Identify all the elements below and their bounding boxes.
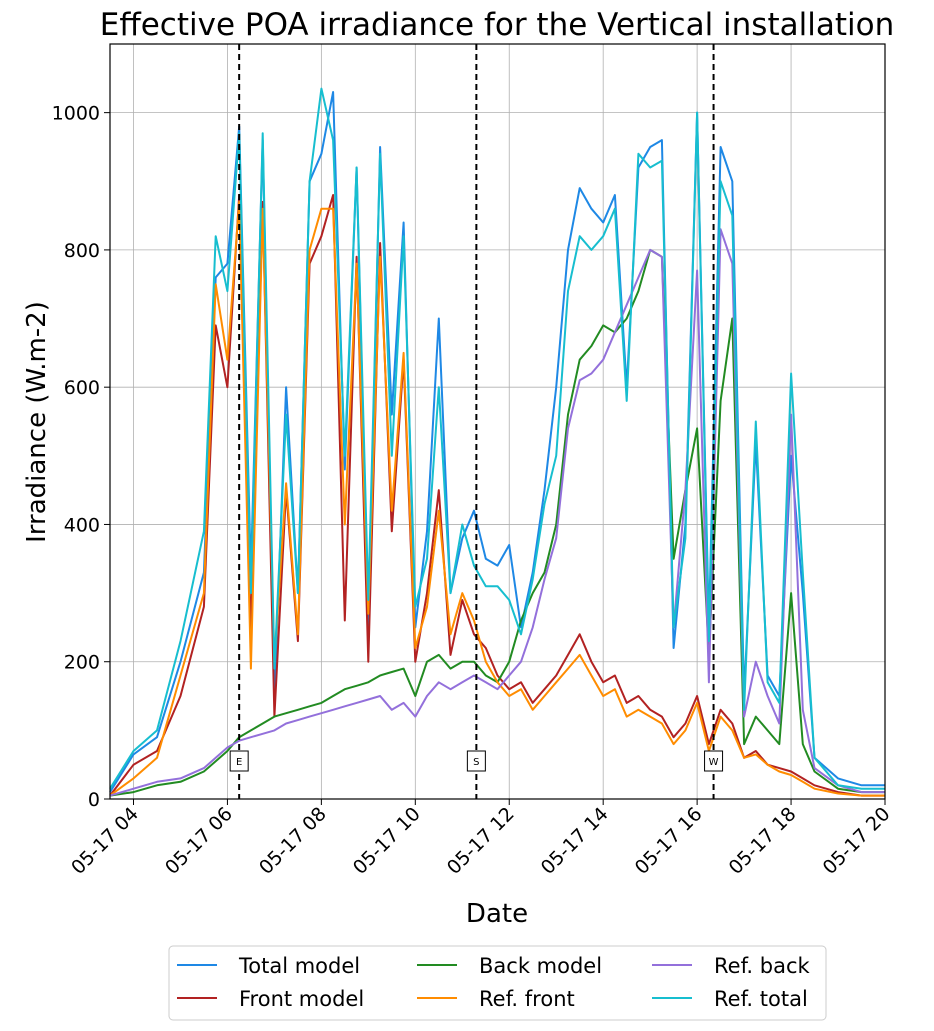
series-line-total-model [109, 91, 885, 793]
vertical-marker-label: W [709, 757, 719, 768]
x-axis: 05-17 04 05-17 06 05-17 08 05-17 10 05-17 12… [67, 799, 895, 879]
y-tick-label: 600 [64, 377, 100, 399]
series-line-ref-front [109, 200, 885, 797]
y-tick-label: 400 [64, 514, 100, 536]
y-axis: 0 200 400 600 800 1000 [52, 103, 110, 811]
y-tick-label: 200 [64, 652, 100, 674]
y-tick-label: 1000 [52, 103, 100, 125]
chart-title: Effective POA irradiance for the Vertica… [100, 7, 894, 43]
x-tick-label: 05-17 18 [725, 803, 801, 879]
series-line-ref-back [109, 228, 885, 797]
x-tick-label: 05-17 14 [537, 803, 613, 879]
series-line-back-model [109, 248, 885, 797]
legend-label: Ref. back [714, 954, 811, 978]
legend-label: Total model [238, 954, 360, 978]
x-tick-label: 05-17 20 [819, 803, 895, 879]
vertical-marker-box [466, 750, 486, 772]
vertical-marker-box [229, 750, 249, 772]
vertical-marker-label: S [473, 757, 479, 768]
x-tick-label: 05-17 08 [255, 803, 331, 879]
y-axis-label: Irradiance (W.m-2) [22, 301, 52, 543]
y-tick-label: 800 [64, 240, 100, 262]
x-tick-label: 05-17 12 [443, 803, 519, 879]
legend-label: Front model [239, 987, 364, 1011]
x-tick-label: 05-17 06 [161, 803, 237, 879]
series-line-ref-total [109, 87, 885, 790]
x-tick-label: 05-17 04 [67, 803, 143, 879]
legend-label: Ref. total [714, 987, 808, 1011]
x-axis-label: Date [466, 899, 528, 929]
legend-label: Ref. front [479, 987, 575, 1011]
plot-frame [109, 43, 886, 800]
series-lines [109, 87, 885, 797]
legend: Total model Front model Back model Ref. fro… [168, 945, 827, 1021]
y-tick-label: 0 [88, 789, 100, 811]
vertical-marker-label: E [236, 757, 242, 768]
x-tick-label: 05-17 16 [631, 803, 707, 879]
vertical-marker-box [704, 750, 724, 772]
x-tick-label: 05-17 10 [349, 803, 425, 879]
legend-label: Back model [479, 954, 602, 978]
